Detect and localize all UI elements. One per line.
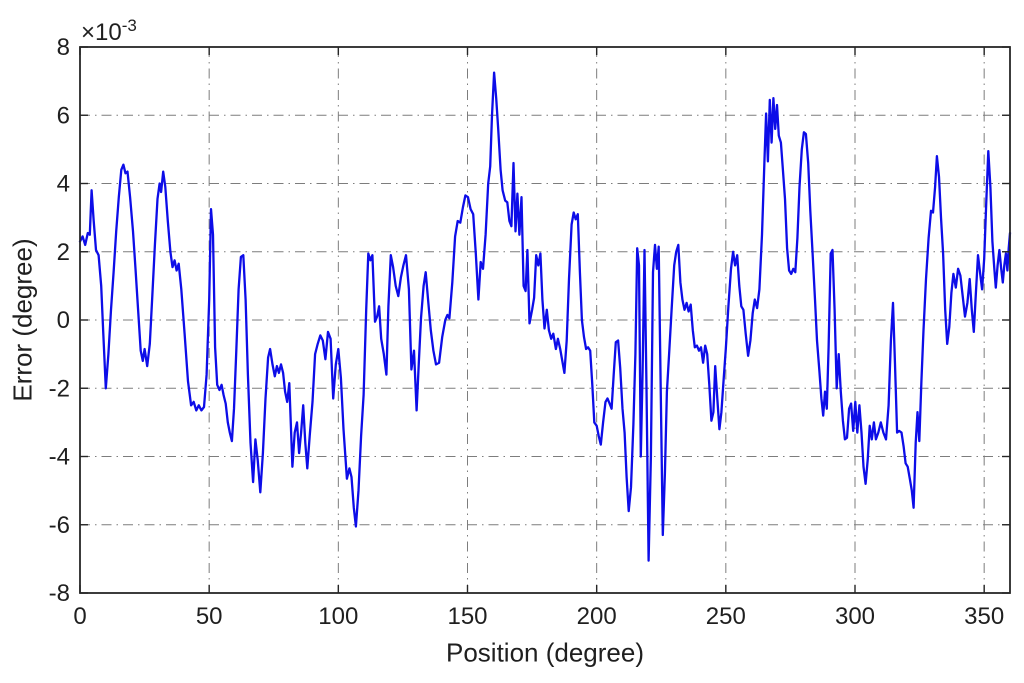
x-tick-label: 0 (73, 603, 86, 630)
y-tick-label: -8 (49, 580, 70, 607)
y-tick-label: 0 (57, 307, 70, 334)
y-tick-label: -2 (49, 375, 70, 402)
x-tick-label: 350 (964, 603, 1004, 630)
x-tick-label: 200 (577, 603, 617, 630)
exponent-base: ×10 (81, 19, 122, 46)
y-tick-label: -4 (49, 444, 70, 471)
x-tick-label: 250 (706, 603, 746, 630)
x-tick-label: 150 (447, 603, 487, 630)
tick-marks (79, 46, 1010, 594)
y-tick-label: -6 (49, 512, 70, 539)
y-tick-label: 2 (57, 239, 70, 266)
y-tick-labels: -8 -6 -4 -2 0 2 4 6 8 (49, 34, 70, 607)
x-tick-labels: 0 50 100 150 200 250 300 350 (73, 603, 1004, 630)
y-tick-label: 6 (57, 102, 70, 129)
x-tick-label: 100 (318, 603, 358, 630)
y-tick-label: 4 (57, 171, 70, 198)
exponent-power: -3 (121, 16, 137, 35)
x-axis-label: Position (degree) (446, 637, 644, 668)
y-tick-label: 8 (57, 34, 70, 61)
error-curve (78, 71, 1012, 562)
y-axis-exponent-label: ×10-3 (81, 16, 137, 47)
x-tick-label: 300 (835, 603, 875, 630)
x-tick-label: 50 (196, 603, 223, 630)
y-axis-label: Error (degree) (7, 238, 38, 402)
